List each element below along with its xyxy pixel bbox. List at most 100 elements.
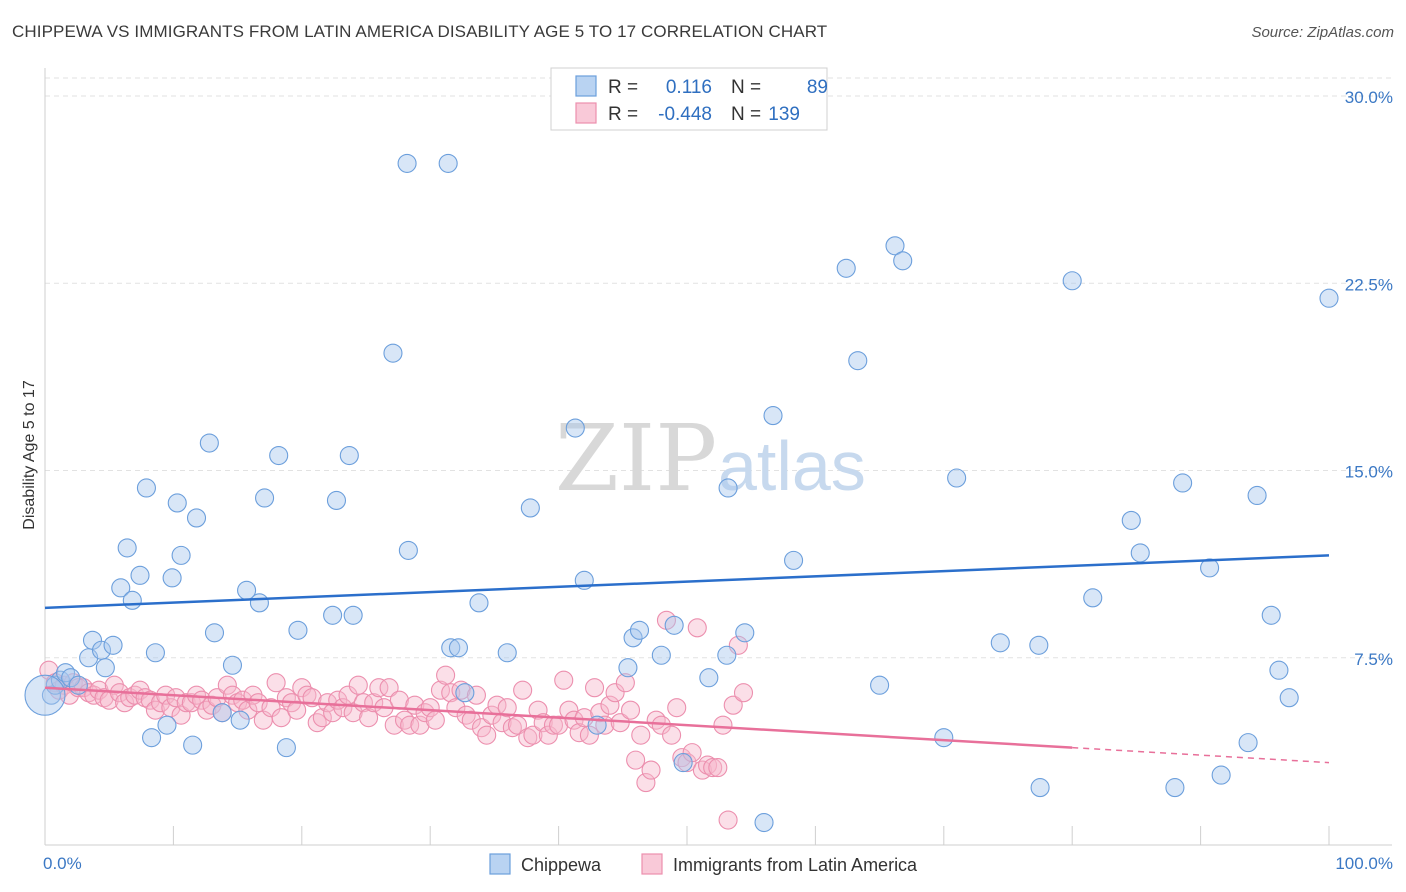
latin-america-point-53	[312, 708, 332, 728]
chippewa-point-5	[68, 675, 88, 695]
latin-america-point-114	[626, 750, 646, 770]
series-legend-label-latin-america: Immigrants from Latin America	[673, 855, 918, 875]
latin-america-point-44	[266, 673, 286, 693]
chippewa-point-69	[934, 728, 954, 748]
chippewa-point-25	[204, 623, 225, 643]
trend-line-latin-america-extension	[1072, 746, 1330, 764]
chippewa-point-66	[870, 675, 890, 695]
latin-america-point-92	[513, 680, 533, 700]
latin-america-point-83	[466, 685, 486, 705]
latin-america-point-90	[502, 718, 522, 738]
chippewa-point-37	[339, 445, 359, 466]
tick-labels: 7.5% 15.0% 22.5% 30.0% 0.0% 100.0%	[43, 88, 1393, 873]
chippewa-point-53	[623, 628, 643, 648]
legend-n-value-chippewa: 89	[807, 77, 828, 98]
latin-america-point-41	[248, 693, 268, 713]
chippewa-point-61	[735, 623, 755, 643]
chippewa-point-62	[763, 406, 783, 426]
chippewa-point-4	[61, 668, 81, 688]
chippewa-point-27	[222, 655, 243, 675]
chippewa-point-52	[618, 658, 638, 678]
latin-america-point-66	[379, 678, 399, 698]
chippewa-point-24	[199, 433, 219, 453]
chippewa-point-87	[1319, 288, 1339, 308]
latin-america-point-99	[549, 715, 569, 735]
legend-r-value-latin-america: -0.448	[658, 104, 712, 125]
chippewa-point-72	[1029, 635, 1049, 655]
latin-america-point-132	[718, 810, 738, 830]
chippewa-point-67	[885, 236, 905, 256]
latin-america-point-77	[436, 665, 456, 685]
chippewa-point-47	[497, 643, 517, 663]
grid-lines	[45, 77, 1392, 659]
chippewa-point-43	[441, 638, 461, 658]
chippewa-point-78	[1165, 778, 1185, 798]
chippewa-point-54	[629, 620, 650, 640]
chippewa-point-83	[1247, 485, 1267, 506]
chippewa-point-57	[673, 753, 693, 773]
latin-america-point-126	[687, 618, 707, 638]
legend-swatch-chippewa	[575, 75, 597, 97]
chippewa-point-41	[398, 540, 418, 560]
latin-america-point-115	[631, 725, 651, 745]
correlation-legend: R = 0.116 N = 89 R = -0.448 N = 139	[550, 67, 828, 131]
chippewa-point-28	[230, 710, 250, 730]
chippewa-point-15	[136, 478, 156, 498]
latin-america-point-26	[171, 705, 191, 725]
chippewa-point-44	[448, 638, 468, 658]
legend-n-value-latin-america: 139	[768, 104, 800, 125]
chippewa-point-9	[95, 658, 115, 678]
chippewa-point-65	[848, 351, 868, 371]
trend-lines	[44, 554, 1330, 764]
chippewa-point-33	[276, 738, 296, 758]
latin-america-point-74	[420, 698, 440, 718]
chippewa-point-86	[1279, 688, 1299, 708]
chippewa-origin-cluster	[24, 674, 66, 716]
chippewa-point-13	[122, 590, 142, 610]
chippewa-point-46	[469, 593, 489, 613]
chippewa-point-19	[162, 568, 182, 588]
series-latin-america-points	[39, 610, 754, 830]
legend-n-label-chippewa: N =	[731, 77, 761, 98]
latin-america-point-135	[733, 683, 754, 703]
chippewa-point-63	[784, 550, 804, 570]
y-axis-title: Disability Age 5 to 17	[21, 380, 38, 530]
chippewa-point-70	[947, 468, 967, 488]
x-tick-label-0: 0.0%	[43, 854, 82, 873]
latin-america-point-94	[523, 725, 543, 745]
chippewa-point-55	[651, 645, 671, 665]
chippewa-point-56	[664, 615, 684, 635]
latin-america-point-110	[605, 683, 625, 703]
chippewa-point-71	[990, 633, 1010, 653]
legend-frame	[550, 67, 828, 131]
legend-r-label-chippewa: R =	[608, 77, 638, 98]
chippewa-point-74	[1062, 271, 1082, 291]
chippewa-point-0	[41, 685, 61, 705]
chippewa-point-76	[1121, 510, 1141, 530]
chippewa-point-11	[111, 578, 131, 598]
series-legend: Chippewa Immigrants from Latin America	[489, 853, 918, 875]
chart-title: CHIPPEWA VS IMMIGRANTS FROM LATIN AMERIC…	[12, 22, 828, 41]
y-tick-label-0: 7.5%	[1354, 650, 1393, 669]
chippewa-point-23	[186, 508, 207, 528]
chippewa-point-58	[699, 668, 719, 688]
latin-america-point-131	[713, 715, 733, 735]
chippewa-point-32	[269, 445, 289, 466]
latin-america-point-113	[620, 700, 641, 720]
chippewa-point-73	[1030, 778, 1050, 798]
chippewa-point-34	[288, 620, 308, 640]
latin-america-point-129	[703, 758, 723, 778]
latin-america-point-70	[400, 715, 420, 735]
latin-america-point-109	[600, 695, 620, 715]
chippewa-point-48	[520, 498, 540, 518]
chippewa-point-88	[754, 812, 774, 833]
chippewa-point-68	[893, 251, 913, 271]
latin-america-point-100	[554, 670, 574, 690]
chippewa-point-36	[326, 490, 347, 511]
latin-america-point-121	[662, 725, 682, 745]
chippewa-point-84	[1261, 605, 1281, 625]
latin-america-point-64	[369, 678, 389, 698]
latin-america-point-25	[166, 688, 186, 708]
latin-america-point-27	[176, 693, 196, 713]
chippewa-point-10	[103, 635, 123, 655]
